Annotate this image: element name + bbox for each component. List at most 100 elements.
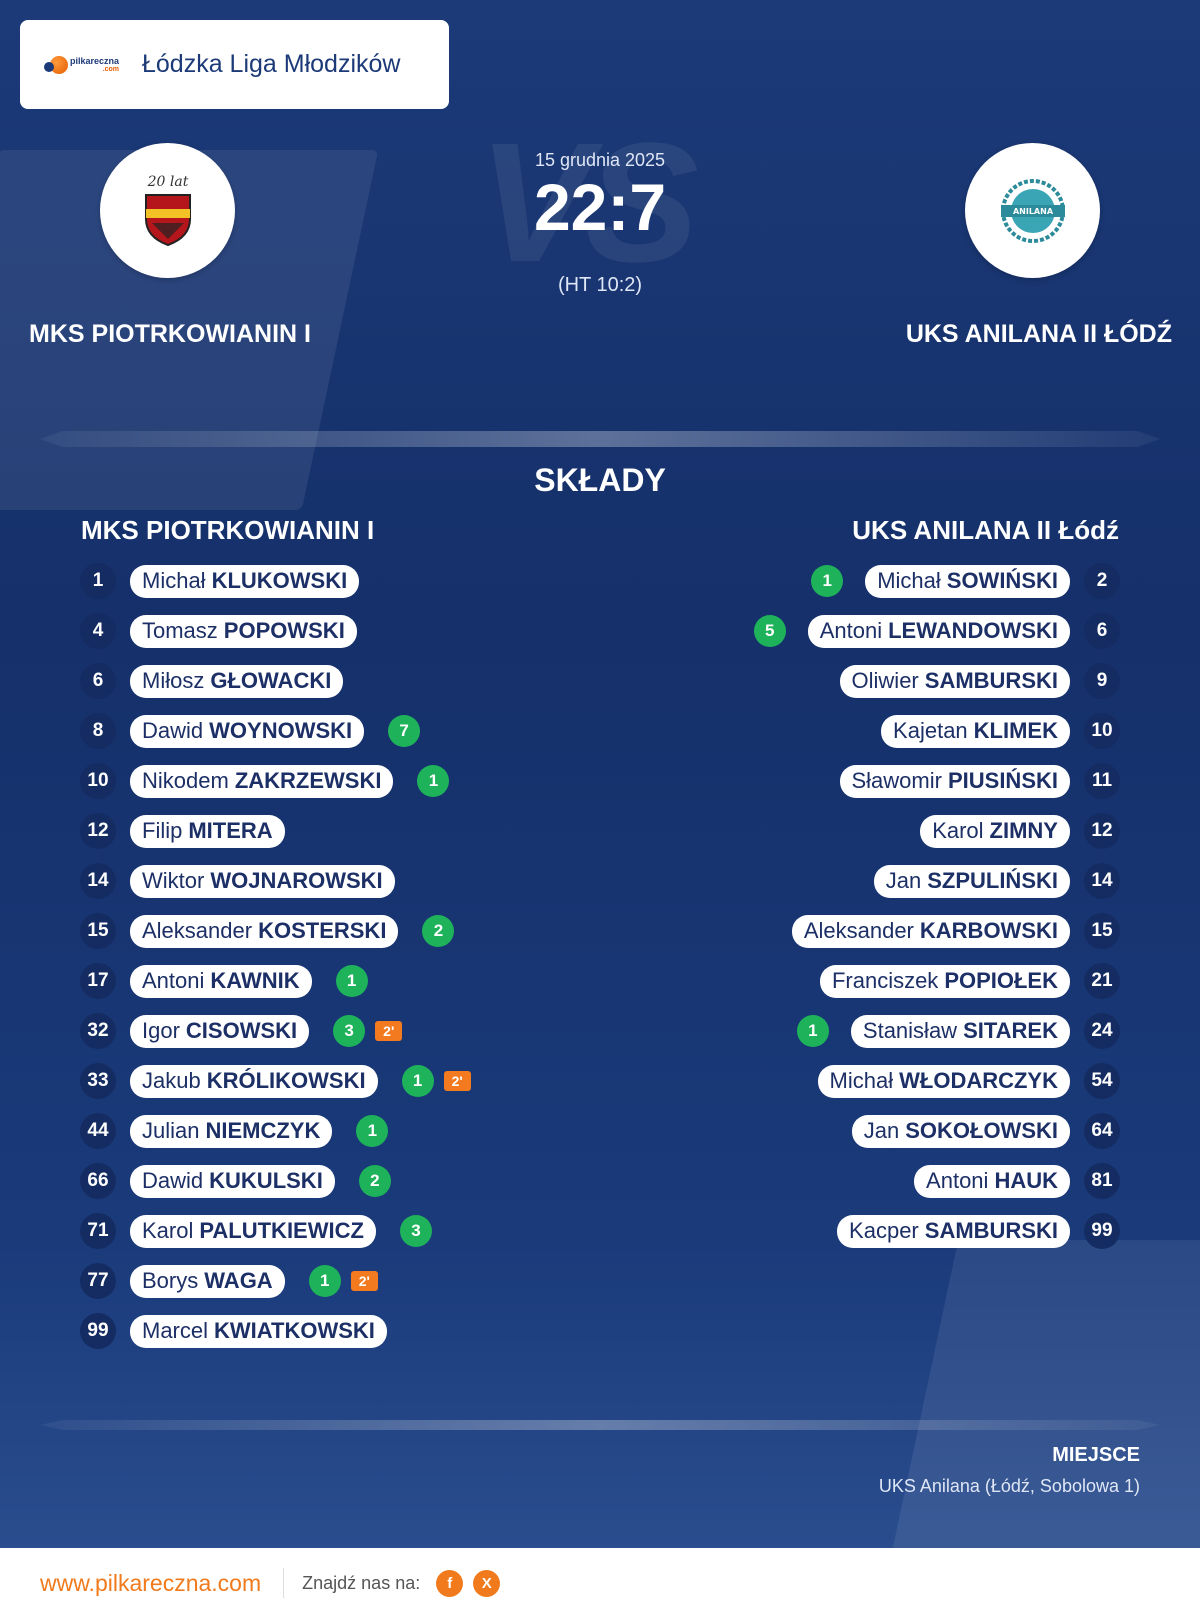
player-number: 10 [80,763,116,799]
player-row[interactable]: Aleksander KARBOWSKI 15 [754,906,1120,956]
player-name[interactable]: Nikodem ZAKRZEWSKI [130,764,394,798]
player-row[interactable]: 32 Igor CISOWSKI 3 2' [80,1006,471,1056]
player-row[interactable]: 8 Dawid WOYNOWSKI 7 [80,706,471,756]
league-header: pilkareczna .com Łódzka Liga Młodzików [20,20,449,109]
halftime-score: (HT 10:2) [557,274,643,296]
player-name[interactable]: Michał WŁODARCZYK [817,1064,1070,1098]
player-last-name: POPIOŁEK [944,968,1058,993]
player-row[interactable]: 99 Marcel KWIATKOWSKI [80,1306,471,1356]
player-row[interactable]: Jan SOKOŁOWSKI 64 [754,1106,1120,1156]
player-last-name: HAUK [994,1168,1058,1193]
player-row[interactable]: 66 Dawid KUKULSKI 2 [80,1156,471,1206]
facebook-icon[interactable]: f [436,1569,464,1597]
player-name[interactable]: Dawid WOYNOWSKI [130,714,365,748]
goals-badge: 1 [308,1265,341,1297]
player-row[interactable]: Oliwier SAMBURSKI 9 [754,656,1120,706]
player-name[interactable]: Filip MITERA [130,814,285,848]
player-row[interactable]: 33 Jakub KRÓLIKOWSKI 1 2' [80,1056,471,1106]
player-last-name: LEWANDOWSKI [888,618,1058,643]
player-first-name: Karol [142,1218,194,1243]
player-first-name: Michał [829,1068,894,1093]
player-row[interactable]: Karol ZIMNY 12 [754,806,1120,856]
player-first-name: Jan [863,1118,900,1143]
player-name[interactable]: Dawid KUKULSKI [130,1164,335,1198]
player-row[interactable]: 5 Antoni LEWANDOWSKI 6 [753,606,1120,656]
goals-badge: 2 [422,915,455,947]
player-name[interactable]: Karol ZIMNY [920,814,1070,848]
player-row[interactable]: Sławomir PIUSIŃSKI 11 [754,756,1120,806]
away-crest-icon: ANILANA [1000,178,1065,243]
player-row[interactable]: 77 Borys WAGA 1 2' [80,1256,471,1306]
player-name[interactable]: Marcel KWIATKOWSKI [130,1314,387,1348]
player-name[interactable]: Jakub KRÓLIKOWSKI [130,1064,378,1098]
player-row[interactable]: 12 Filip MITERA [80,806,471,856]
player-name[interactable]: Michał KLUKOWSKI [130,564,360,598]
player-number: 15 [80,913,116,949]
away-lineup: 1 Michał SOWIŃSKI 2 5 Antoni LEWANDOWSKI 6 Oliwi… [753,556,1120,1256]
player-row[interactable]: 17 Antoni KAWNIK 1 [80,956,471,1006]
player-name[interactable]: Tomasz POPOWSKI [130,614,357,648]
player-row[interactable]: 6 Miłosz GŁOWACKI [80,656,471,706]
player-first-name: Aleksander [803,918,914,943]
player-row[interactable]: Kacper SAMBURSKI 99 [754,1206,1120,1256]
player-name[interactable]: Jan SOKOŁOWSKI [851,1114,1070,1148]
player-name[interactable]: Jan SZPULIŃSKI [873,864,1070,898]
player-row[interactable]: Franciszek POPIOŁEK 21 [754,956,1120,1006]
player-name[interactable]: Franciszek POPIOŁEK [819,964,1070,998]
player-row[interactable]: 71 Karol PALUTKIEWICZ 3 [80,1206,471,1256]
player-row[interactable]: 1 Michał SOWIŃSKI 2 [754,556,1120,606]
player-last-name: SZPULIŃSKI [927,868,1058,893]
player-row[interactable]: 44 Julian NIEMCZYK 1 [80,1106,471,1156]
lineups-title: SKŁADY [534,462,666,498]
goals-badge: 1 [356,1115,389,1147]
player-number: 33 [80,1063,116,1099]
suspension-badge: 2' [375,1021,403,1041]
player-number: 44 [80,1113,116,1149]
player-row[interactable]: 4 Tomasz POPOWSKI [80,606,471,656]
player-row[interactable]: 14 Wiktor WOJNAROWSKI [80,856,471,906]
player-name[interactable]: Sławomir PIUSIŃSKI [839,764,1070,798]
venue-label: MIEJSCE [1052,1444,1140,1466]
suspension-badge: 2' [350,1271,378,1291]
player-name[interactable]: Antoni LEWANDOWSKI [807,614,1070,648]
player-name[interactable]: Stanisław SITAREK [850,1014,1070,1048]
player-row[interactable]: 1 Stanisław SITAREK 24 [754,1006,1120,1056]
home-team-name: MKS PIOTRKOWIANIN I [29,320,311,348]
home-team-logo: 20 lat [100,143,235,278]
player-name[interactable]: Julian NIEMCZYK [130,1114,333,1148]
player-first-name: Tomasz [142,618,218,643]
brand-logo[interactable]: pilkareczna .com [44,55,130,74]
player-name[interactable]: Michał SOWIŃSKI [865,564,1070,598]
player-row[interactable]: Antoni HAUK 81 [754,1156,1120,1206]
player-last-name: WOYNOWSKI [209,718,353,743]
brand-name: pilkareczna [70,55,120,66]
website-link[interactable]: www.pilkareczna.com [40,1569,262,1596]
player-row[interactable]: Michał WŁODARCZYK 54 [754,1056,1120,1106]
player-name[interactable]: Kajetan KLIMEK [881,714,1070,748]
x-icon[interactable]: X [473,1569,501,1597]
player-name[interactable]: Karol PALUTKIEWICZ [130,1214,376,1248]
player-name[interactable]: Miłosz GŁOWACKI [130,664,344,698]
player-row[interactable]: Jan SZPULIŃSKI 14 [754,856,1120,906]
player-row[interactable]: Kajetan KLIMEK 10 [754,706,1120,756]
player-name[interactable]: Antoni HAUK [914,1164,1070,1198]
player-last-name: KARBOWSKI [919,918,1058,943]
player-name[interactable]: Antoni KAWNIK [130,964,312,998]
player-name[interactable]: Aleksander KOSTERSKI [130,914,399,948]
player-name[interactable]: Borys WAGA [130,1264,285,1298]
player-number: 17 [80,963,116,999]
player-last-name: NIEMCZYK [205,1118,321,1143]
player-first-name: Antoni [926,1168,989,1193]
player-name[interactable]: Kacper SAMBURSKI [837,1214,1070,1248]
player-name[interactable]: Oliwier SAMBURSKI [839,664,1070,698]
player-row[interactable]: 15 Aleksander KOSTERSKI 2 [80,906,471,956]
player-row[interactable]: 1 Michał KLUKOWSKI [80,556,471,606]
goals-badge: 1 [811,565,844,597]
player-name[interactable]: Aleksander KARBOWSKI [791,914,1070,948]
player-last-name: GŁOWACKI [210,668,332,693]
player-row[interactable]: 10 Nikodem ZAKRZEWSKI 1 [80,756,471,806]
svg-text:20 lat: 20 lat [146,174,188,190]
goals-badge: 1 [417,765,450,797]
player-name[interactable]: Igor CISOWSKI [130,1014,310,1048]
player-name[interactable]: Wiktor WOJNAROWSKI [130,864,395,898]
